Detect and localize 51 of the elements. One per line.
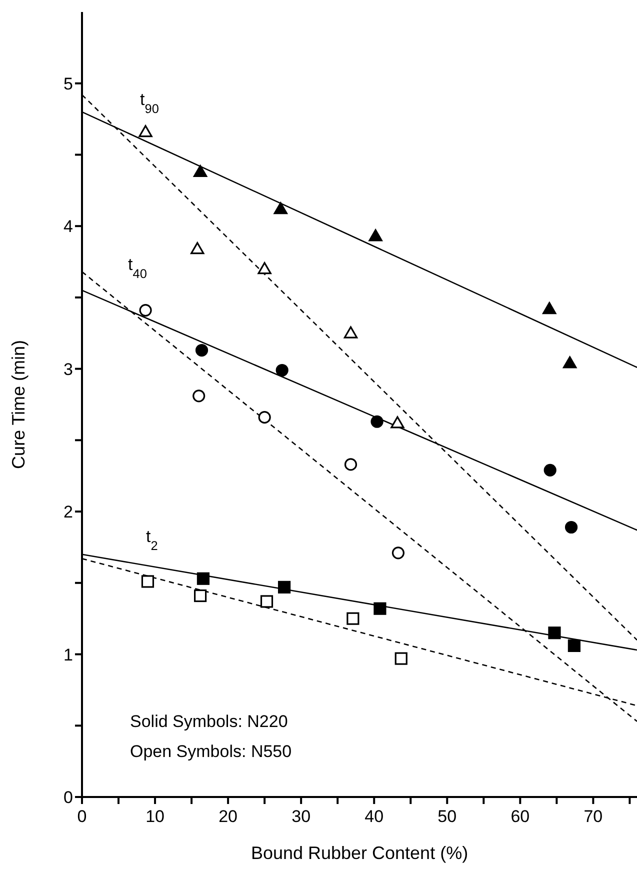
point (392, 546, 405, 560)
point (139, 304, 152, 317)
y-tick-label: 4 (64, 217, 73, 236)
point (274, 202, 288, 214)
point (564, 520, 578, 534)
annotation: t$_{90}$ (140, 90, 159, 116)
point (568, 639, 580, 652)
point (368, 229, 382, 242)
x-tick-label: 10 (146, 807, 164, 826)
x-tick-label: 70 (584, 807, 603, 826)
x-tick-label: 60 (510, 807, 530, 826)
x-tick-label: 40 (364, 807, 384, 826)
point (138, 125, 152, 138)
point (194, 589, 207, 602)
x-tick-label: 20 (218, 807, 238, 826)
point (192, 390, 206, 402)
point (374, 602, 386, 615)
y-tick-label: 3 (64, 360, 73, 379)
point (276, 364, 288, 377)
x-axis-title: Bound Rubber Content (%) (250, 843, 468, 863)
x-tick-label: 50 (438, 807, 457, 826)
point (548, 626, 561, 640)
y-axis-title: Cure Time (min) (8, 340, 28, 470)
point (260, 595, 274, 608)
point (370, 415, 384, 428)
y-tick-label: 1 (64, 645, 73, 664)
x-tick-label: 30 (292, 807, 311, 826)
annotation: Solid Symbols: N220 (130, 712, 288, 731)
point (344, 458, 358, 471)
point (195, 344, 208, 357)
annotation: Open Symbols: N550 (130, 742, 292, 761)
point (394, 652, 408, 665)
point (190, 242, 204, 254)
x-tick-label: 0 (77, 807, 87, 826)
point (544, 464, 556, 476)
y-tick-label: 5 (64, 74, 73, 94)
point (344, 326, 358, 338)
point (196, 572, 210, 585)
point (346, 612, 360, 625)
point (193, 165, 208, 178)
point (278, 580, 291, 594)
point (258, 262, 272, 274)
point (390, 416, 404, 428)
y-tick-label: 2 (64, 502, 73, 522)
point (542, 302, 556, 314)
y-tick-label: 0 (64, 788, 73, 808)
annotation: t$_{2}$ (146, 527, 158, 552)
point (258, 411, 271, 424)
point (141, 575, 154, 588)
point (562, 356, 577, 368)
annotation: t$_{40}$ (128, 255, 147, 280)
